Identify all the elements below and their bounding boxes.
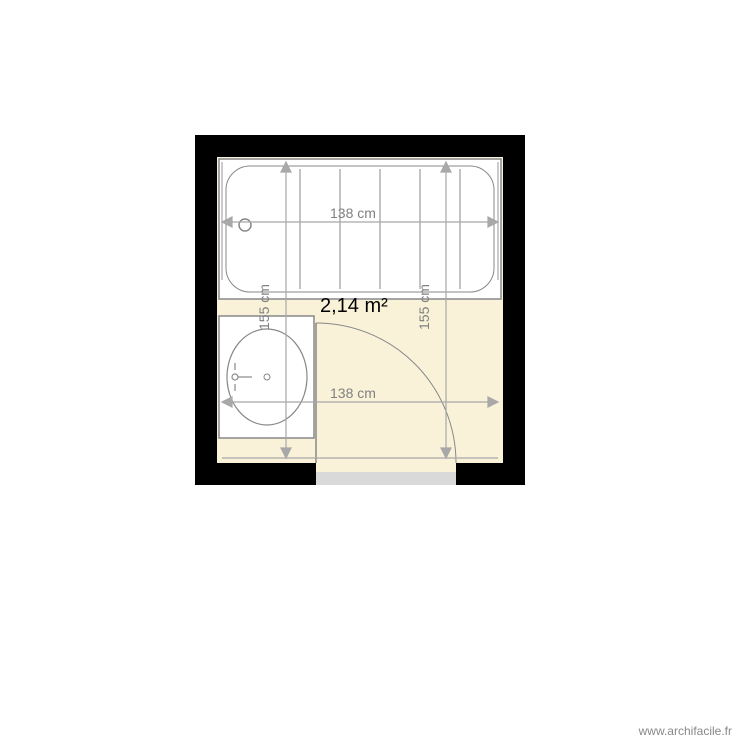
dim-top-label: 138 cm bbox=[330, 205, 376, 221]
floorplan-canvas bbox=[0, 0, 750, 750]
vanity bbox=[219, 316, 314, 438]
dim-left-label: 155 cm bbox=[256, 284, 272, 330]
area-label: 2,14 m² bbox=[320, 295, 388, 318]
door-sill bbox=[316, 472, 456, 485]
bathtub bbox=[219, 159, 501, 299]
dim-bottom-label: 138 cm bbox=[330, 385, 376, 401]
dim-right-label: 155 cm bbox=[416, 284, 432, 330]
watermark-link[interactable]: www.archifacile.fr bbox=[639, 724, 732, 738]
